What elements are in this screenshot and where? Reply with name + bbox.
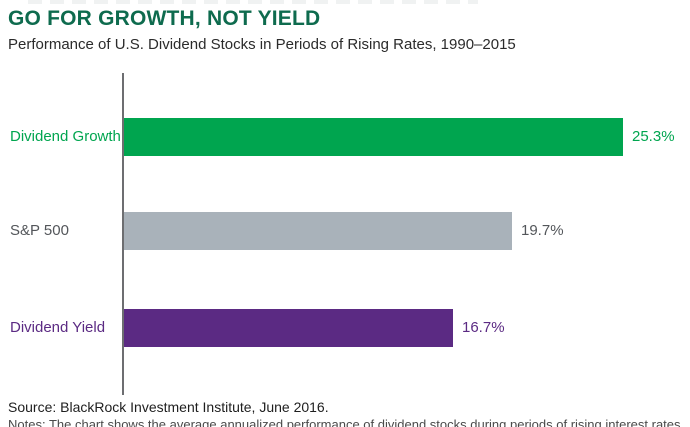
bar [124, 212, 512, 250]
notes-clipped: Notes: The chart shows the average annua… [8, 417, 684, 427]
bar-category-label: Dividend Growth [10, 128, 121, 145]
bar-value-label: 25.3% [632, 128, 675, 145]
chart-area: Dividend Growth 25.3% S&P 500 19.7% Dividend… [0, 73, 690, 395]
y-axis-line [122, 73, 124, 395]
chart-title: GO FOR GROWTH, NOT YIELD [8, 7, 321, 30]
bar [124, 309, 453, 347]
clipped-text-artifact [28, 0, 478, 4]
bar-row: S&P 500 19.7% [0, 212, 690, 250]
bar-value-label: 16.7% [462, 319, 505, 336]
bar-value-label: 19.7% [521, 222, 564, 239]
source-note: Source: BlackRock Investment Institute, … [8, 399, 329, 415]
bar-category-label: Dividend Yield [10, 319, 106, 336]
bar-category-label: S&P 500 [10, 222, 69, 239]
bar-row: Dividend Yield 16.7% [0, 309, 690, 347]
bar [124, 118, 623, 156]
chart-subtitle: Performance of U.S. Dividend Stocks in P… [8, 36, 516, 53]
bar-row: Dividend Growth 25.3% [0, 118, 690, 156]
